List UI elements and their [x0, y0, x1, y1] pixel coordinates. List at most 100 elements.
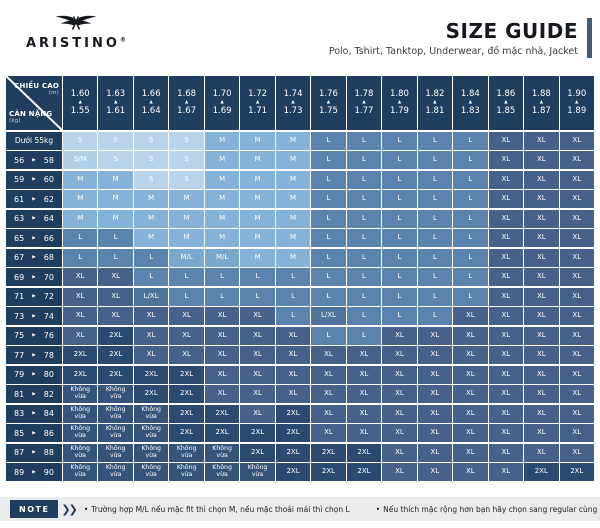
size-cell: XL	[240, 385, 275, 403]
size-cell: M	[204, 131, 240, 150]
size-cell: XL	[453, 346, 488, 364]
size-cell: XL	[488, 385, 524, 403]
size-cell: XL	[382, 443, 417, 462]
arrow-right-icon: ▶	[32, 352, 36, 358]
size-cell: L	[63, 248, 98, 267]
brand-logo: ARISTINO®	[26, 12, 126, 51]
size-cell: Không vừa	[63, 463, 98, 481]
size-cell: XL	[524, 131, 559, 150]
height-column-header: 1.70 ▲ 1.69	[204, 76, 240, 130]
size-cell: XL	[98, 287, 133, 306]
size-cell: XL	[417, 404, 453, 423]
size-cell: 2XL	[346, 463, 382, 481]
size-cell: XL	[488, 170, 524, 189]
size-cell: XL	[559, 365, 594, 384]
size-cell: L	[382, 307, 417, 325]
height-column-header: 1.63 ▲ 1.61	[98, 76, 133, 130]
size-cell: XL	[488, 287, 524, 306]
size-cell: L	[453, 268, 488, 286]
size-cell: XL	[204, 365, 240, 384]
arrow-up-icon: ▲	[397, 99, 402, 105]
weight-row-header: 69 ▶ 70	[6, 268, 62, 286]
size-cell: L	[417, 131, 453, 150]
size-cell: L/XL	[133, 287, 169, 306]
size-cell: L	[346, 190, 382, 208]
weight-row-header: 56 ▶ 58	[6, 151, 62, 169]
weight-row-header: 87 ▶ 88	[6, 443, 62, 462]
size-cell: XL	[453, 307, 488, 325]
size-cell: XL	[169, 307, 204, 325]
size-cell: XL	[311, 404, 346, 423]
size-cell: XL	[240, 307, 275, 325]
size-cell: XL	[204, 307, 240, 325]
size-cell: L	[417, 170, 453, 189]
arrow-right-icon: ▶	[32, 372, 36, 377]
size-cell: XL	[346, 365, 382, 384]
size-cell: XL	[453, 365, 488, 384]
size-cell: L	[453, 287, 488, 306]
size-cell: L	[346, 268, 382, 286]
weight-row-header: 83 ▶ 84	[6, 404, 62, 423]
size-cell: XL	[346, 424, 382, 442]
size-cell: XL	[240, 365, 275, 384]
size-cell: S	[133, 151, 169, 169]
size-cell: 2XL	[98, 326, 133, 345]
arrow-right-icon: ▶	[32, 157, 36, 163]
size-cell: XL	[311, 424, 346, 442]
size-cell: L	[169, 287, 204, 306]
size-cell: XL	[382, 326, 417, 345]
size-cell: XL	[524, 365, 559, 384]
size-cell: XL	[488, 248, 524, 267]
size-cell: XL	[559, 170, 594, 189]
size-cell: L	[417, 209, 453, 228]
size-cell: XL	[524, 326, 559, 345]
size-cell: XL	[98, 307, 133, 325]
page-header: ARISTINO® SIZE GUIDE Polo, Tshirt, Tankt…	[0, 0, 600, 70]
size-cell: XL	[524, 307, 559, 325]
size-cell: S	[98, 151, 133, 169]
height-axis-label: CHIỀU CAO (m)	[14, 82, 59, 97]
size-cell: XL	[275, 385, 311, 403]
weight-row-header: 79 ▶ 80	[6, 365, 62, 384]
size-cell: L	[417, 307, 453, 325]
size-cell: XL	[204, 346, 240, 364]
size-cell: XL	[417, 424, 453, 442]
note-bullet-1: • Trường hợp M/L nếu mặc fit thì chọn M, …	[83, 504, 350, 514]
size-cell: M	[169, 229, 204, 247]
size-cell: L	[453, 170, 488, 189]
size-cell: L	[311, 131, 346, 150]
size-cell: XL	[382, 404, 417, 423]
size-cell: L	[382, 248, 417, 267]
registered-mark: ®	[119, 36, 126, 44]
size-cell: L	[311, 229, 346, 247]
size-cell: L	[417, 190, 453, 208]
size-cell: L	[382, 131, 417, 150]
size-cell: L	[453, 248, 488, 267]
size-cell: L	[275, 307, 311, 325]
size-cell: Không vừa	[133, 404, 169, 423]
size-cell: XL	[346, 385, 382, 403]
size-cell: XL	[488, 268, 524, 286]
arrow-right-icon: ▶	[32, 391, 36, 397]
height-column-header: 1.86 ▲ 1.85	[488, 76, 524, 130]
size-cell: XL	[559, 346, 594, 364]
size-cell: Không vừa	[98, 385, 133, 403]
size-cell: XL	[240, 326, 275, 345]
size-cell: L	[311, 248, 346, 267]
size-cell: 2XL	[133, 385, 169, 403]
size-cell: L	[346, 229, 382, 247]
arrow-up-icon: ▲	[362, 99, 366, 105]
size-cell: L	[63, 229, 98, 247]
weight-row-header: Dưới 55kg	[6, 131, 62, 150]
title-block: SIZE GUIDE Polo, Tshirt, Tanktop, Underw…	[329, 18, 592, 58]
size-cell: XL	[346, 404, 382, 423]
size-cell: XL	[559, 131, 594, 150]
size-cell: M	[98, 190, 133, 208]
size-cell: M	[169, 190, 204, 208]
size-cell: S/M	[63, 151, 98, 169]
size-cell: M	[275, 131, 311, 150]
weight-row-header: 81 ▶ 82	[6, 385, 62, 403]
size-cell: M	[275, 190, 311, 208]
size-cell: XL	[453, 326, 488, 345]
size-guide-table: CHIỀU CAO (m) CÂN NẶNG (kg) 1.60 ▲ 1.55 1.63 ▲…	[6, 76, 594, 481]
